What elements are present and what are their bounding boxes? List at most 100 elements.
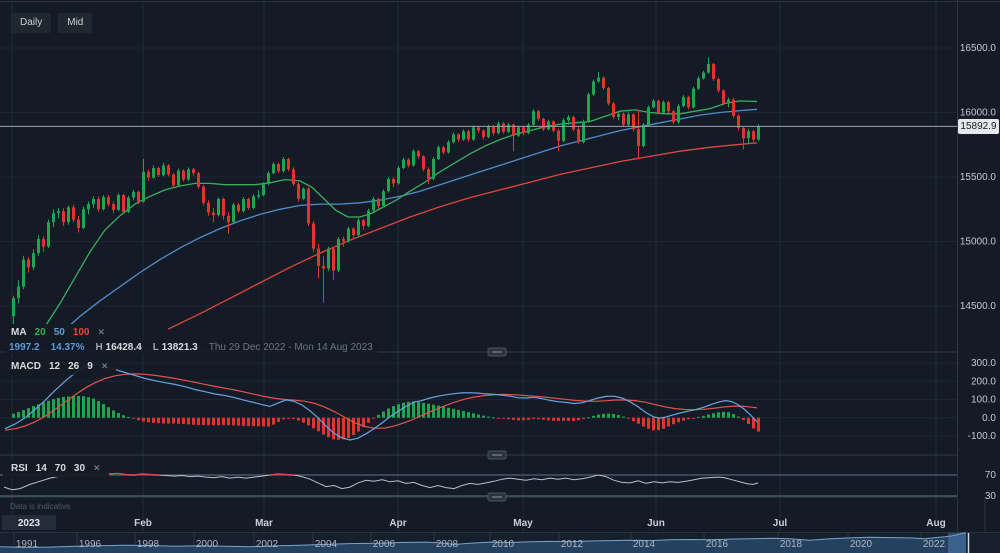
period-change-value: 1997.2 (9, 342, 40, 353)
price-info-bar: 1997.2 14.37% H 16428.4 L 13821.3 Thu 29… (4, 341, 378, 354)
candle (267, 173, 270, 185)
candle (447, 142, 450, 153)
candle (527, 124, 530, 134)
remove-macd-icon[interactable]: ✕ (100, 361, 109, 371)
macd-histogram-bar (322, 417, 325, 435)
macd-histogram-bar (52, 399, 55, 418)
candle (172, 174, 175, 186)
candle (272, 164, 275, 174)
ma-period-100: 100 (72, 327, 90, 338)
macd-histogram-bar (677, 417, 680, 423)
month-label: Apr (389, 518, 406, 529)
candle (87, 204, 90, 210)
rsi-indicator-label: RSI (11, 463, 28, 474)
macd-histogram-bar (452, 408, 455, 418)
candle (207, 202, 210, 213)
macd-histogram-bar (187, 417, 190, 425)
macd-histogram-bar (582, 417, 585, 420)
macd-histogram-bar (417, 402, 420, 418)
last-price-tag: 15892.9 (958, 119, 999, 134)
candle (192, 169, 195, 174)
macd-histogram-bar (502, 417, 505, 419)
timeline-selection-window[interactable] (948, 533, 966, 553)
candle (327, 248, 330, 269)
remove-ma-icon[interactable]: ✕ (97, 327, 106, 337)
macd-histogram-bar (152, 417, 155, 423)
macd-histogram-bar (157, 417, 160, 424)
ma50-line (59, 108, 758, 335)
macd-histogram-bar (512, 417, 515, 420)
macd-histogram-bar (687, 417, 690, 420)
macd-histogram-bar (227, 417, 230, 426)
candle (757, 126, 760, 140)
candle (277, 164, 280, 172)
ma20-line (44, 100, 758, 327)
macd-histogram-bar (57, 397, 60, 418)
candle (672, 111, 675, 123)
macd-histogram-bar (367, 417, 370, 423)
macd-histogram-bar (602, 413, 605, 418)
candle (697, 78, 700, 89)
candle (717, 78, 720, 91)
rsi-indicator-chip[interactable]: RSI 14 70 30 ✕ (3, 460, 109, 477)
candle (402, 159, 405, 168)
macd-indicator-chip[interactable]: MACD 12 26 9 ✕ (3, 358, 117, 375)
timeframe-daily-button[interactable]: Daily (11, 13, 52, 33)
candle (297, 184, 300, 199)
macd-histogram-bar (142, 417, 145, 422)
candle (727, 99, 730, 104)
period-change-percent: 14.37% (50, 342, 85, 353)
candle (72, 207, 75, 220)
candle (457, 134, 460, 140)
macd-histogram-bar (302, 417, 305, 423)
macd-histogram-bar (617, 415, 620, 418)
candle (482, 130, 485, 138)
candle (337, 238, 340, 271)
month-label: Aug (926, 518, 945, 529)
macd-histogram-bar (442, 406, 445, 418)
candle (292, 169, 295, 185)
macd-histogram-bar (567, 417, 570, 421)
macd-histogram-bar (697, 416, 700, 418)
macd-histogram-bar (392, 406, 395, 418)
candle (147, 171, 150, 178)
rsi-axis-label: 30 (985, 491, 997, 502)
candle (127, 197, 130, 212)
candle (332, 248, 335, 271)
macd-histogram-bar (552, 417, 555, 421)
macd-histogram-bar (462, 411, 465, 418)
candle (57, 211, 60, 214)
ma-indicator-label: MA (11, 327, 27, 338)
candle (187, 169, 190, 180)
year-label: 2008 (436, 539, 459, 550)
candle (582, 121, 585, 143)
candle (497, 123, 500, 134)
ma-indicator-chip[interactable]: MA 20 50 100 ✕ (3, 324, 114, 341)
candle (312, 223, 315, 249)
candle (217, 198, 220, 216)
macd-histogram-bar (242, 417, 245, 426)
candle (357, 220, 360, 236)
macd-line (4, 363, 758, 441)
macd-histogram-bar (207, 417, 210, 426)
macd-histogram-bar (487, 416, 490, 418)
macd-histogram-bar (742, 417, 745, 420)
candle (677, 106, 680, 123)
macd-histogram-bar (737, 416, 740, 418)
macd-histogram-bar (332, 417, 335, 440)
mid-price-button[interactable]: Mid (58, 13, 93, 33)
macd-param-signal: 9 (87, 361, 93, 372)
macd-histogram-bar (657, 417, 660, 431)
high-value: 16428.4 (105, 342, 142, 353)
candle (237, 204, 240, 212)
macd-histogram-bar (562, 417, 565, 421)
candle (212, 212, 215, 216)
macd-histogram-bar (277, 417, 280, 422)
macd-histogram-bar (347, 417, 350, 439)
macd-histogram-bar (92, 398, 95, 418)
macd-histogram-bar (42, 402, 45, 418)
macd-histogram-bar (337, 417, 340, 440)
remove-rsi-icon[interactable]: ✕ (93, 463, 101, 473)
